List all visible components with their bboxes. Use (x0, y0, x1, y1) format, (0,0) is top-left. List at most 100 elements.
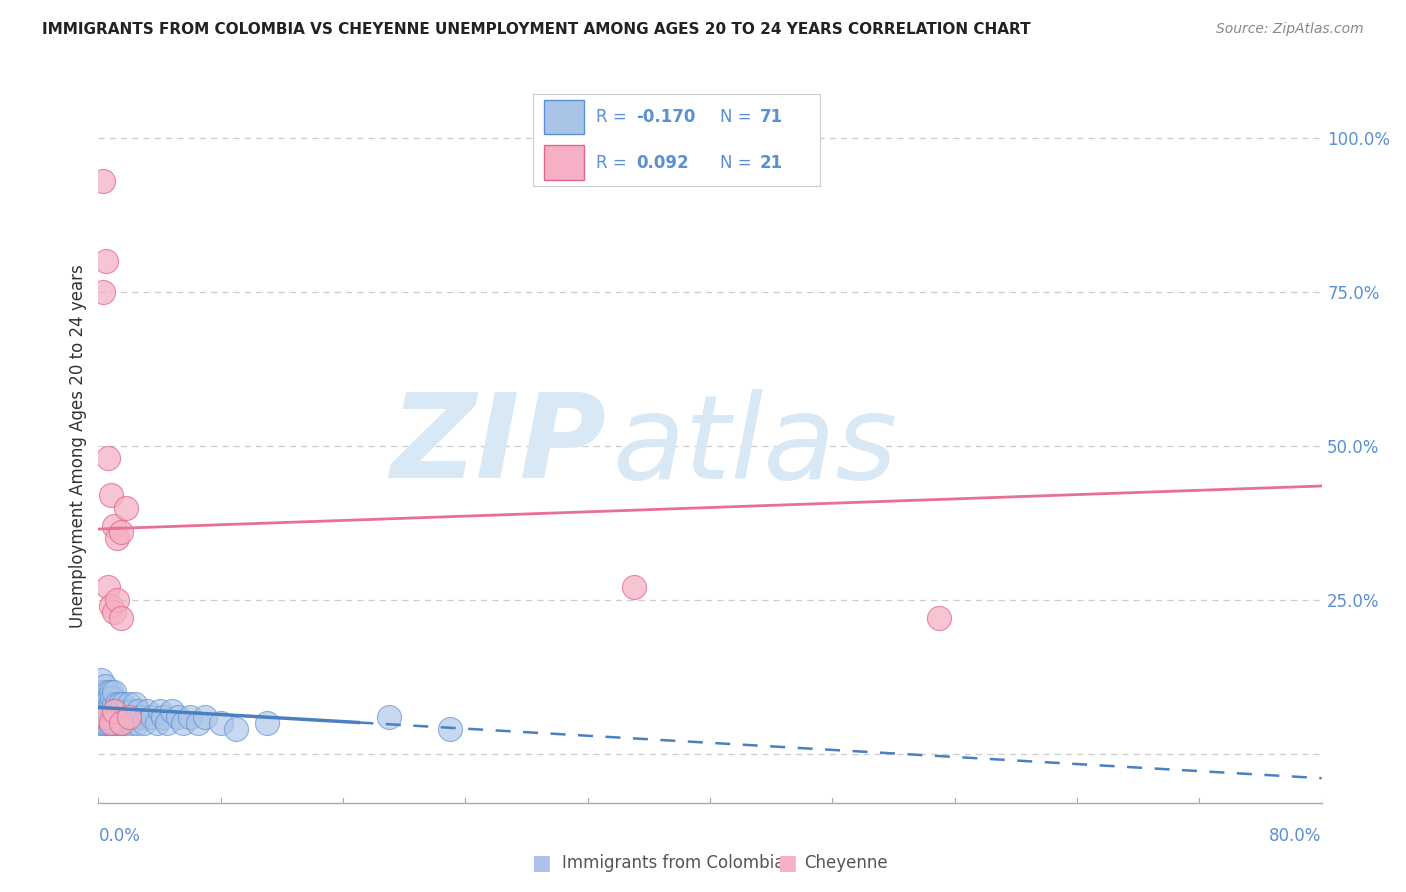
Point (97, 581, 120, 595)
Point (160, 704, 183, 718)
Point (120, 715, 142, 730)
Point (103, 605, 125, 619)
Point (110, 715, 132, 730)
Point (105, 531, 128, 545)
Point (104, 704, 127, 718)
Point (100, 685, 122, 699)
Point (115, 704, 138, 718)
Point (167, 709, 190, 723)
Point (90, 673, 112, 687)
Point (91, 704, 114, 718)
Point (115, 500, 138, 515)
Point (110, 715, 132, 730)
Point (107, 715, 129, 730)
Point (103, 698, 125, 712)
Point (121, 704, 143, 718)
Point (103, 685, 125, 699)
Text: ■: ■ (531, 854, 551, 873)
Point (93, 698, 115, 712)
Point (97, 685, 120, 699)
Point (91, 685, 114, 699)
Point (152, 709, 174, 723)
Point (98, 691, 121, 706)
Point (122, 709, 145, 723)
Point (100, 709, 122, 723)
Point (100, 715, 122, 730)
Point (108, 709, 131, 723)
Point (89, 704, 111, 718)
Point (94, 254, 117, 268)
Point (118, 709, 141, 723)
Point (256, 715, 278, 730)
Point (94, 715, 117, 730)
Point (101, 715, 124, 730)
Text: 0.0%: 0.0% (98, 828, 141, 846)
Point (187, 715, 209, 730)
Point (89, 685, 111, 699)
Point (125, 715, 148, 730)
Point (98, 704, 121, 718)
Point (129, 709, 152, 723)
Point (194, 709, 217, 723)
Point (94, 704, 117, 718)
Point (124, 698, 146, 712)
Point (117, 709, 139, 723)
Point (89, 715, 111, 730)
Point (94, 709, 117, 723)
Text: atlas: atlas (612, 389, 897, 503)
Point (110, 704, 132, 718)
Point (103, 704, 125, 718)
Point (225, 722, 247, 736)
Point (145, 715, 167, 730)
Point (93, 679, 115, 693)
Point (90, 698, 112, 712)
Y-axis label: Unemployment Among Ages 20 to 24 years: Unemployment Among Ages 20 to 24 years (69, 264, 87, 628)
Point (103, 519, 125, 533)
Point (134, 715, 156, 730)
Point (439, 722, 461, 736)
Text: 80.0%: 80.0% (1270, 828, 1322, 846)
Point (97, 451, 120, 466)
Point (111, 709, 134, 723)
Point (136, 704, 159, 718)
Text: ■: ■ (778, 854, 797, 873)
Point (108, 698, 131, 712)
Point (141, 709, 163, 723)
Point (97, 709, 120, 723)
Point (112, 715, 135, 730)
Point (101, 704, 124, 718)
Point (91, 285, 114, 300)
Text: Immigrants from Colombia: Immigrants from Colombia (562, 855, 785, 872)
Text: ZIP: ZIP (389, 389, 606, 503)
Point (928, 611, 950, 625)
Point (118, 698, 141, 712)
Point (97, 698, 120, 712)
Point (100, 488, 122, 502)
Point (101, 691, 124, 706)
Point (107, 704, 129, 718)
Point (623, 581, 645, 595)
Point (111, 698, 134, 712)
Point (103, 709, 125, 723)
Text: Cheyenne: Cheyenne (804, 855, 887, 872)
Point (100, 599, 122, 613)
Point (90, 709, 112, 723)
Text: IMMIGRANTS FROM COLOMBIA VS CHEYENNE UNEMPLOYMENT AMONG AGES 20 TO 24 YEARS CORR: IMMIGRANTS FROM COLOMBIA VS CHEYENNE UNE… (42, 22, 1031, 37)
Point (98, 715, 121, 730)
Point (94, 691, 117, 706)
Point (110, 611, 132, 625)
Point (209, 715, 232, 730)
Point (378, 709, 401, 723)
Point (156, 715, 179, 730)
Point (110, 525, 132, 540)
Point (91, 174, 114, 188)
Point (105, 592, 128, 607)
Text: Source: ZipAtlas.com: Source: ZipAtlas.com (1216, 22, 1364, 37)
Point (91, 715, 114, 730)
Point (100, 698, 122, 712)
Point (105, 709, 128, 723)
Point (127, 704, 149, 718)
Point (149, 704, 172, 718)
Point (172, 715, 194, 730)
Point (105, 698, 128, 712)
